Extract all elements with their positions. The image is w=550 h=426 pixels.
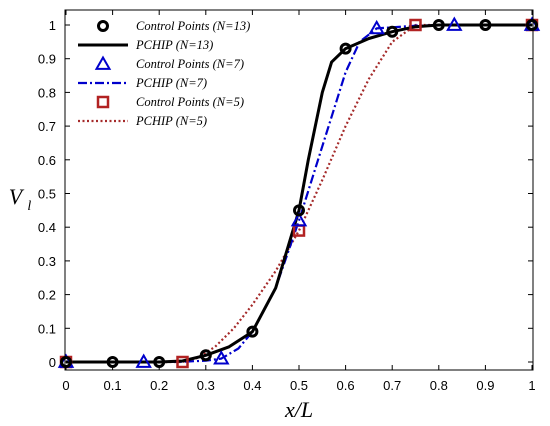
y-tick-label: 1 — [49, 18, 56, 33]
y-tick-label: 0.8 — [38, 85, 56, 100]
y-tick-label: 0.9 — [38, 52, 56, 67]
x-tick-label: 0.9 — [476, 378, 494, 393]
x-tick-label: 0.3 — [197, 378, 215, 393]
series-line-pchip-n-5 — [66, 23, 532, 364]
y-tick-label: 0.7 — [38, 119, 56, 134]
legend-label-pchip-n-13: PCHIP (N=13) — [135, 38, 213, 52]
data-point-control-points-n-13 — [526, 19, 538, 31]
data-point-control-points-n-13 — [432, 19, 445, 31]
data-point-control-points-n-5 — [409, 18, 422, 32]
data-point-control-points-n-7 — [368, 19, 385, 35]
data-point-control-points-n-13 — [199, 349, 212, 362]
x-tick-label: 0 — [62, 378, 69, 393]
y-tick-label: 0.3 — [38, 254, 56, 269]
y-axis-label: V l — [9, 184, 32, 214]
legend-label-pchip-n-5: PCHIP (N=5) — [135, 114, 207, 128]
data-point-control-points-n-5 — [176, 355, 189, 369]
legend-label-control-points-n-13: Control Points (N=13) — [136, 19, 250, 33]
plot-area — [57, 16, 541, 369]
legend-label-control-points-n-7: Control Points (N=7) — [136, 57, 244, 71]
data-point-control-points-n-7 — [135, 353, 152, 368]
x-tick-label: 0.6 — [337, 378, 355, 393]
y-axis-label-subscript: l — [27, 199, 31, 214]
y-tick-label: 0.1 — [38, 321, 56, 336]
x-tick-label: 0.7 — [383, 378, 401, 393]
data-point-control-points-n-13 — [386, 25, 399, 38]
data-point-control-points-n-7 — [290, 211, 308, 227]
x-tick-label: 0.2 — [150, 378, 168, 393]
y-tick-label: 0.6 — [38, 153, 56, 168]
y-tick-label: 0 — [49, 355, 56, 370]
legend-label-pchip-n-7: PCHIP (N=7) — [135, 76, 207, 90]
data-point-control-points-n-13 — [293, 204, 305, 217]
data-point-control-points-n-7 — [446, 16, 463, 31]
x-tick-label: 0.5 — [290, 378, 308, 393]
series-line-pchip-n-7 — [66, 23, 532, 364]
data-point-control-points-n-13 — [339, 42, 352, 55]
x-tick-label: 0.4 — [243, 378, 261, 393]
y-axis-label-main: V — [9, 184, 25, 209]
y-tick-label: 0.2 — [38, 288, 56, 303]
legend: Control Points (N=13) PCHIP (N=13) Control… — [78, 19, 250, 128]
x-tick-label: 1 — [528, 378, 535, 393]
legend-marker-control-points-n-7 — [94, 55, 112, 70]
legend-marker-control-points-n-5 — [96, 95, 110, 109]
y-tick-label: 0.5 — [38, 187, 56, 202]
y-tick-label: 0.4 — [38, 220, 56, 235]
legend-marker-control-points-n-13 — [97, 20, 109, 32]
data-point-control-points-n-13 — [246, 325, 259, 338]
axis-ticks: 0 0.1 0.2 0.3 0.4 0.5 0.6 0.7 0.8 0.9 1 0 0.1 0.2 0.3 0… — [38, 10, 536, 393]
x-tick-label: 0.1 — [104, 378, 122, 393]
data-point-control-points-n-13 — [479, 19, 492, 31]
x-tick-label: 0.8 — [430, 378, 448, 393]
data-point-control-points-n-7 — [213, 350, 230, 365]
legend-label-control-points-n-5: Control Points (N=5) — [136, 95, 244, 109]
series-line-pchip-n-13 — [66, 23, 532, 364]
x-axis-label: x/L — [284, 397, 313, 422]
